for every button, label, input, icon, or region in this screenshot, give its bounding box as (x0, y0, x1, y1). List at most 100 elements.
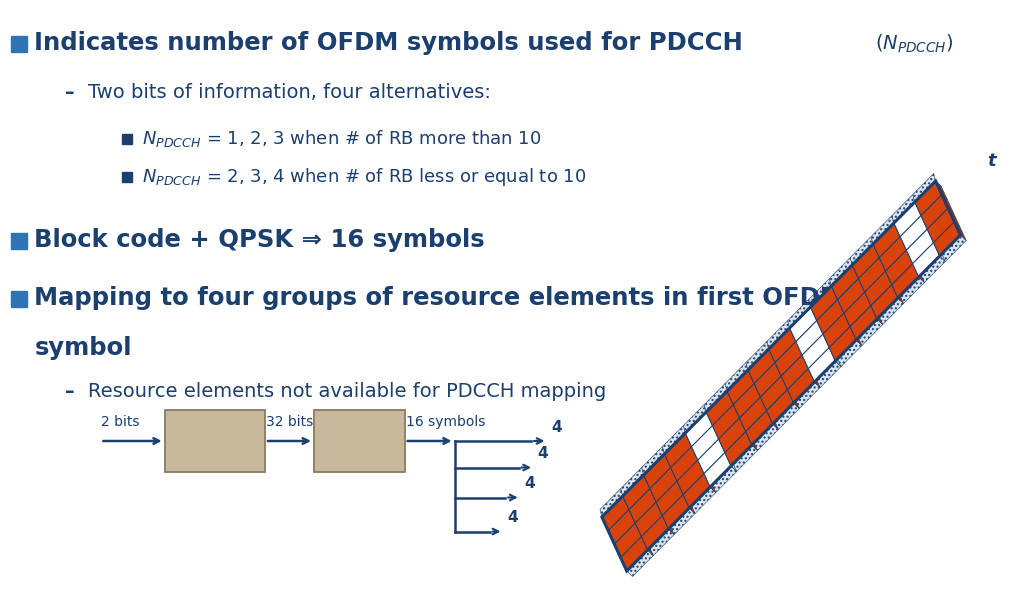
Polygon shape (927, 208, 954, 243)
Polygon shape (665, 433, 691, 460)
Polygon shape (602, 496, 629, 522)
Polygon shape (707, 391, 733, 425)
Polygon shape (873, 244, 885, 263)
Text: t: t (987, 152, 996, 170)
Polygon shape (713, 425, 724, 444)
Polygon shape (733, 384, 761, 418)
Polygon shape (623, 475, 650, 509)
Bar (11, 233, 27, 249)
Polygon shape (600, 489, 623, 517)
Polygon shape (836, 340, 862, 367)
Polygon shape (767, 411, 778, 430)
Polygon shape (829, 257, 852, 286)
Polygon shape (644, 454, 670, 481)
Polygon shape (623, 496, 635, 515)
Polygon shape (852, 244, 880, 278)
Text: Mapping to four groups of resource elements in first OFDM: Mapping to four groups of resource eleme… (35, 286, 845, 310)
Polygon shape (886, 271, 897, 290)
Polygon shape (641, 536, 653, 555)
Polygon shape (858, 278, 870, 297)
Polygon shape (850, 327, 862, 346)
Polygon shape (796, 341, 808, 360)
Polygon shape (642, 446, 665, 475)
Polygon shape (942, 194, 953, 213)
Polygon shape (919, 256, 945, 283)
Polygon shape (775, 341, 802, 376)
Polygon shape (852, 244, 879, 270)
Polygon shape (900, 237, 912, 256)
Polygon shape (838, 300, 850, 319)
Text: block code: block code (175, 449, 254, 463)
Polygon shape (733, 405, 745, 424)
Polygon shape (725, 452, 737, 471)
Polygon shape (671, 446, 697, 481)
Polygon shape (644, 475, 655, 494)
Polygon shape (769, 328, 796, 362)
Polygon shape (898, 277, 925, 303)
Polygon shape (685, 412, 713, 446)
Polygon shape (892, 194, 914, 223)
Polygon shape (787, 368, 814, 403)
Polygon shape (838, 278, 864, 313)
Polygon shape (844, 313, 856, 332)
Polygon shape (683, 405, 707, 433)
Polygon shape (912, 264, 925, 283)
Polygon shape (921, 194, 948, 229)
Bar (123, 172, 132, 182)
Polygon shape (781, 376, 794, 395)
Polygon shape (892, 284, 903, 303)
Text: QPSK: QPSK (340, 424, 379, 440)
Polygon shape (635, 502, 663, 536)
Text: $N_{\mathit{PDCCH}}$ = 2, 3, 4 when # of RB less or equal to 10: $N_{\mathit{PDCCH}}$ = 2, 3, 4 when # of… (141, 166, 586, 188)
Polygon shape (748, 370, 760, 389)
Polygon shape (873, 223, 900, 249)
Polygon shape (608, 509, 635, 544)
Polygon shape (810, 286, 837, 313)
Polygon shape (703, 473, 716, 492)
Text: Resource elements not available for PDCCH mapping: Resource elements not available for PDCC… (88, 382, 606, 401)
Polygon shape (614, 523, 641, 557)
Polygon shape (936, 181, 947, 200)
Polygon shape (790, 307, 817, 341)
Text: symbol: symbol (35, 336, 132, 360)
Text: 16 symbols: 16 symbols (406, 415, 485, 429)
Polygon shape (790, 307, 816, 333)
Text: Two bits of information, four alternatives:: Two bits of information, four alternativ… (88, 83, 490, 102)
Polygon shape (656, 481, 683, 516)
Polygon shape (823, 313, 850, 348)
Polygon shape (635, 523, 647, 542)
Polygon shape (725, 362, 748, 391)
Polygon shape (697, 439, 725, 473)
Polygon shape (656, 502, 668, 521)
Polygon shape (623, 475, 649, 501)
Polygon shape (809, 278, 831, 307)
Polygon shape (914, 181, 941, 207)
Polygon shape (767, 389, 794, 424)
Polygon shape (677, 460, 703, 495)
Polygon shape (850, 305, 878, 340)
Polygon shape (707, 412, 718, 431)
Text: 4: 4 (551, 420, 562, 435)
Polygon shape (713, 405, 739, 439)
Polygon shape (683, 495, 695, 514)
Polygon shape (725, 432, 752, 466)
Polygon shape (650, 489, 662, 508)
Polygon shape (629, 509, 641, 528)
Polygon shape (644, 454, 671, 489)
Polygon shape (817, 321, 828, 340)
Polygon shape (787, 389, 800, 408)
Polygon shape (665, 433, 691, 468)
Polygon shape (810, 286, 838, 321)
Polygon shape (864, 271, 892, 305)
Polygon shape (794, 382, 820, 408)
Polygon shape (705, 384, 727, 412)
Polygon shape (808, 368, 820, 387)
Polygon shape (773, 403, 800, 430)
Text: 4: 4 (538, 446, 549, 462)
Polygon shape (663, 425, 685, 454)
Polygon shape (894, 202, 921, 237)
Polygon shape (790, 328, 802, 347)
Polygon shape (948, 208, 961, 227)
Polygon shape (727, 370, 754, 397)
Text: Block code + QPSK ⇒ 16 symbols: Block code + QPSK ⇒ 16 symbols (35, 228, 485, 252)
